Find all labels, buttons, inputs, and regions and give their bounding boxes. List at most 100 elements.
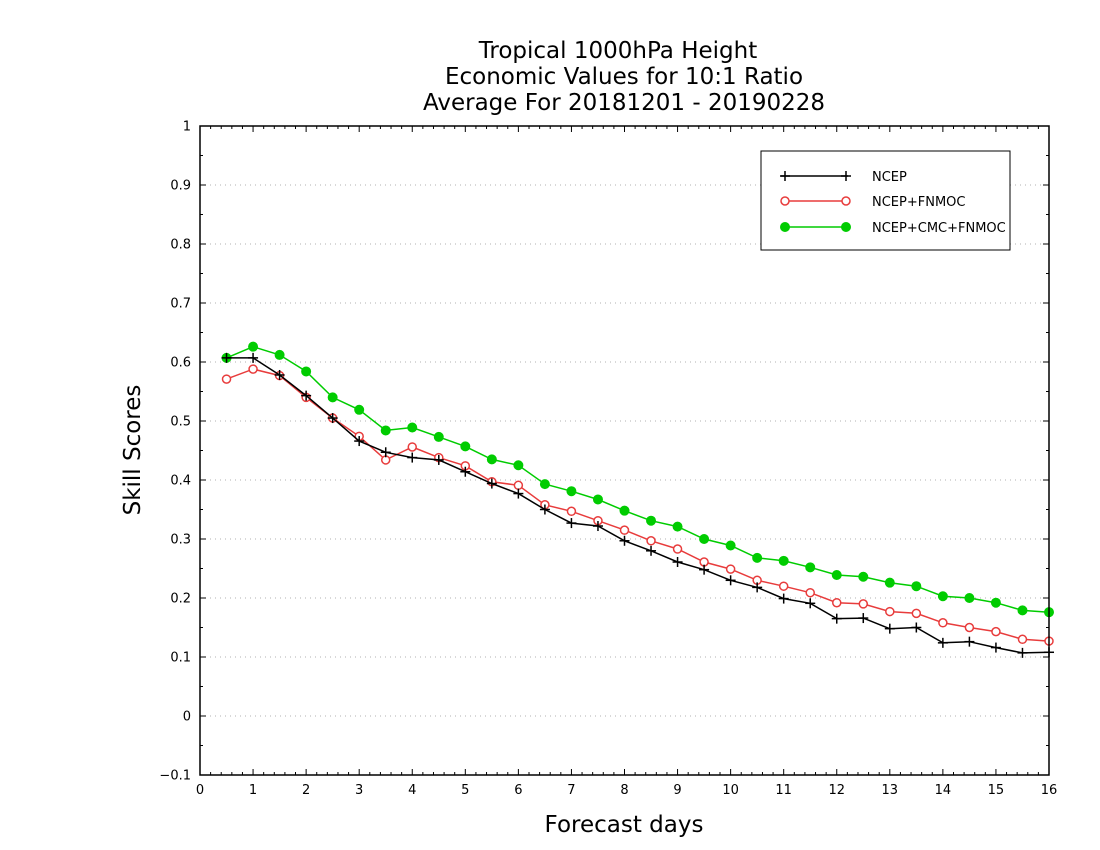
- data-point-ncep: [699, 564, 710, 575]
- x-tick-label: 16: [1041, 783, 1058, 798]
- data-point-ncep: [486, 478, 497, 489]
- data-point-ncep-fnmoc: [964, 622, 975, 633]
- data-point-ncep: [725, 575, 736, 586]
- title-line-2: Economic Values for 10:1 Ratio: [445, 64, 803, 90]
- data-point-ncep-cmc-fnmoc: [911, 581, 922, 592]
- series-line-ncep-fnmoc: [226, 368, 1050, 642]
- series-line-ncep-cmc-fnmoc: [226, 345, 1050, 613]
- legend-item-ncep-cmc-fnmoc: NCEP+CMC+FNMOC: [780, 221, 1006, 236]
- data-point-ncep: [937, 637, 948, 648]
- data-point-ncep-cmc-fnmoc: [380, 425, 391, 436]
- data-point-ncep-cmc-fnmoc: [805, 562, 816, 573]
- data-point-ncep-cmc-fnmoc: [619, 505, 630, 516]
- data-point-ncep-fnmoc: [619, 525, 630, 535]
- plot-frame: [199, 125, 1050, 776]
- x-tick-label: 2: [302, 783, 310, 798]
- y-tick-label: 0.2: [170, 592, 191, 607]
- legend-item-ncep-fnmoc: NCEP+FNMOC: [780, 195, 965, 210]
- data-point-ncep-cmc-fnmoc: [699, 534, 710, 544]
- x-tick-label: 10: [722, 783, 739, 798]
- data-point-ncep: [380, 447, 391, 458]
- data-point-ncep-fnmoc: [513, 480, 524, 491]
- data-point-ncep-cmc-fnmoc: [1017, 605, 1028, 616]
- data-point-ncep: [990, 642, 1001, 653]
- y-tick-label: 0: [183, 710, 191, 725]
- data-point-ncep: [646, 545, 657, 556]
- x-tick-label: 0: [196, 783, 204, 798]
- data-point-ncep: [301, 390, 312, 401]
- data-point-ncep-cmc-fnmoc: [539, 479, 550, 490]
- title-line-3: Average For 20181201 - 20190228: [423, 90, 825, 116]
- series-ncep-cmc-fnmoc: [221, 341, 1054, 618]
- y-tick-label: −0.1: [159, 769, 191, 784]
- x-tick-label: 5: [461, 783, 469, 798]
- x-tick-label: 8: [620, 783, 628, 798]
- x-tick-label: 12: [828, 783, 845, 798]
- data-point-ncep-cmc-fnmoc: [274, 349, 285, 360]
- data-point-ncep: [592, 521, 603, 532]
- legend-label: NCEP+CMC+FNMOC: [872, 221, 1006, 236]
- data-point-ncep-fnmoc: [778, 581, 789, 591]
- data-point-ncep-fnmoc: [938, 618, 948, 628]
- x-tick-label: 4: [408, 783, 416, 798]
- legend-item-ncep: NCEP: [780, 170, 907, 185]
- y-tick-label: 1: [183, 120, 191, 135]
- data-point-ncep: [327, 413, 338, 424]
- data-point-ncep: [354, 436, 365, 447]
- data-point-ncep: [964, 636, 975, 647]
- legend-items: NCEP NCEP+FNMOC NCEP+CMC+FNMOC: [780, 170, 1006, 236]
- data-point-ncep-cmc-fnmoc: [460, 441, 471, 452]
- data-point-ncep: [248, 352, 259, 363]
- data-point-ncep: [858, 613, 869, 624]
- data-point-ncep-fnmoc: [725, 564, 736, 574]
- data-point-ncep-cmc-fnmoc: [725, 540, 736, 551]
- data-point-ncep-cmc-fnmoc: [592, 494, 603, 505]
- data-point-ncep-cmc-fnmoc: [248, 341, 259, 352]
- data-point-ncep-cmc-fnmoc: [354, 404, 365, 415]
- data-point-ncep-fnmoc: [566, 506, 577, 517]
- legend-marker: [841, 222, 851, 232]
- data-point-ncep-cmc-fnmoc: [566, 486, 577, 497]
- data-point-ncep-cmc-fnmoc: [672, 521, 683, 532]
- data-point-ncep-cmc-fnmoc: [831, 569, 842, 580]
- legend-marker: [780, 171, 790, 181]
- data-point-ncep-cmc-fnmoc: [301, 366, 312, 377]
- x-tick-label: 11: [775, 783, 792, 798]
- legend: NCEP NCEP+FNMOC NCEP+CMC+FNMOC: [760, 150, 1011, 251]
- series: [221, 341, 1054, 658]
- data-point-ncep: [752, 582, 763, 593]
- data-point-ncep: [221, 352, 232, 363]
- axis-ticks: −0.100.10.20.30.40.50.60.70.80.910 1 2 3 4 5 6…: [159, 120, 1057, 799]
- data-point-ncep-fnmoc: [885, 606, 895, 617]
- y-tick-label: 0.1: [170, 651, 191, 666]
- x-tick-label: 14: [935, 783, 952, 798]
- data-point-ncep-cmc-fnmoc: [646, 515, 657, 526]
- data-point-ncep-fnmoc: [221, 374, 232, 384]
- legend-marker: [780, 222, 790, 232]
- data-point-ncep: [884, 623, 895, 634]
- data-point-ncep-cmc-fnmoc: [937, 591, 948, 602]
- series-line-ncep: [226, 357, 1050, 654]
- legend-label: NCEP+FNMOC: [872, 195, 965, 210]
- y-axis-label: Skill Scores: [120, 385, 146, 516]
- data-point-ncep: [778, 593, 789, 604]
- data-point-ncep-fnmoc: [672, 544, 683, 554]
- data-point-ncep: [539, 504, 550, 515]
- data-point-ncep-cmc-fnmoc: [433, 431, 444, 442]
- data-point-ncep-cmc-fnmoc: [486, 454, 497, 465]
- x-tick-label: 9: [673, 783, 681, 798]
- data-point-ncep-fnmoc: [991, 626, 1001, 637]
- data-point-ncep-fnmoc: [1017, 634, 1028, 645]
- series-ncep-fnmoc: [221, 364, 1054, 646]
- data-point-ncep-cmc-fnmoc: [884, 577, 895, 588]
- data-point-ncep: [407, 452, 418, 463]
- data-point-ncep: [566, 518, 577, 529]
- legend-marker: [780, 196, 790, 206]
- data-point-ncep-fnmoc: [832, 597, 842, 608]
- data-point-ncep-fnmoc: [646, 536, 656, 546]
- data-point-ncep-fnmoc: [248, 364, 258, 374]
- x-tick-label: 13: [882, 783, 899, 798]
- data-point-ncep: [805, 598, 816, 609]
- data-point-ncep-cmc-fnmoc: [513, 460, 524, 471]
- y-tick-label: 0.6: [170, 356, 191, 371]
